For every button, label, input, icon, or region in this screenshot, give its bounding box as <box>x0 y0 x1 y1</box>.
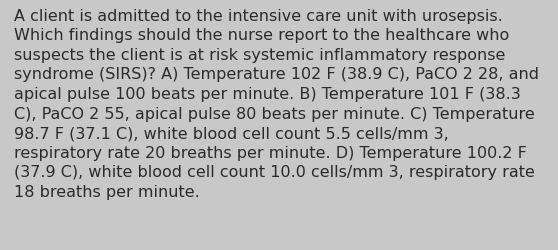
Text: A client is admitted to the intensive care unit with urosepsis.
Which findings s: A client is admitted to the intensive ca… <box>14 9 539 199</box>
